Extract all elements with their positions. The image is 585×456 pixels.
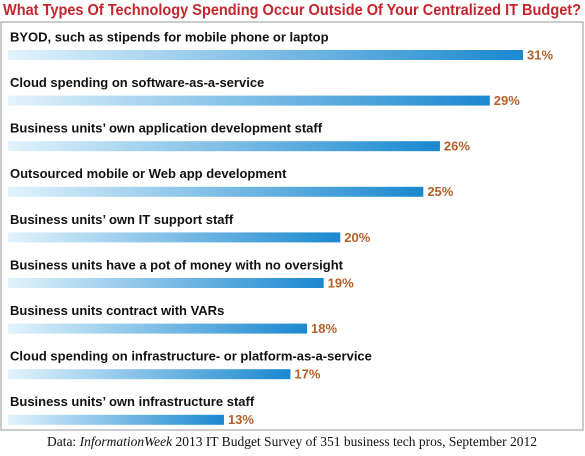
source-publication: InformationWeek	[79, 434, 173, 449]
category-label: Cloud spending on software-as-a-service	[10, 75, 264, 90]
category-label: Business units have a pot of money with …	[10, 257, 344, 272]
bar	[8, 323, 308, 334]
category-label: Business units’ own infrastructure staff	[10, 394, 255, 409]
value-label: 26%	[444, 139, 470, 154]
source-note: Data: InformationWeek 2013 IT Budget Sur…	[47, 434, 537, 449]
category-label: BYOD, such as stipends for mobile phone …	[10, 29, 329, 44]
bar	[8, 232, 341, 243]
chart-title: What Types Of Technology Spending Occur …	[3, 2, 581, 19]
value-label: 17%	[294, 367, 320, 382]
value-label: 31%	[527, 47, 553, 62]
bar	[8, 95, 490, 106]
chart-frame	[0, 21, 584, 431]
bar	[8, 186, 424, 197]
value-label: 19%	[328, 275, 354, 290]
category-label: Business units’ own IT support staff	[10, 212, 234, 227]
category-label: Outsourced mobile or Web app development	[10, 166, 287, 181]
bar	[8, 50, 523, 60]
bar	[8, 369, 291, 380]
bar	[8, 414, 224, 425]
source-prefix: Data:	[47, 434, 76, 449]
source-rest: 2013 IT Budget Survey of 351 business te…	[175, 434, 537, 449]
value-label: 29%	[494, 93, 520, 108]
value-label: 25%	[427, 184, 453, 199]
value-label: 20%	[344, 230, 370, 245]
value-label: 13%	[228, 412, 254, 427]
category-label: Cloud spending on infrastructure- or pla…	[10, 349, 372, 364]
bar	[8, 141, 440, 152]
category-label: Business units’ own application developm…	[10, 121, 323, 136]
bar	[8, 278, 324, 288]
category-label: Business units contract with VARs	[10, 303, 224, 318]
value-label: 18%	[311, 321, 337, 336]
